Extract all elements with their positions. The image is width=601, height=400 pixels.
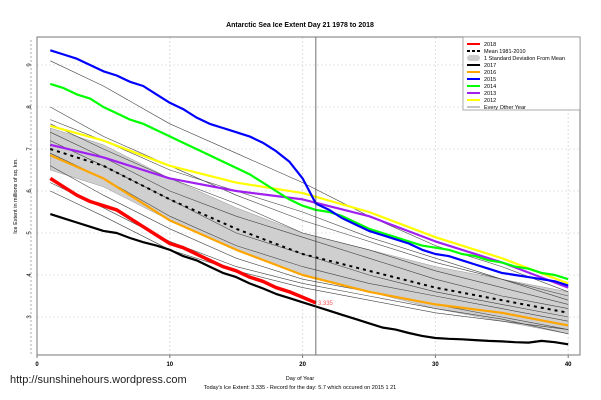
series-lines: 3.335 [49,37,569,355]
series-line-2018 [49,176,317,305]
x-tick-label: 10 [166,362,173,368]
x-axis-label: Day of Year [286,376,315,382]
legend-entry: 2017 [484,63,496,69]
legend-box [462,36,581,111]
legend-entry: 2014 [484,84,496,90]
x-tick-label: 0 [35,362,39,368]
current-value-label: 3.335 [318,301,334,307]
x-tick-label: 20 [299,362,306,368]
y-tick-label: 3 [27,315,33,319]
y-tick-label: 7 [27,147,33,151]
chart-title: Antarctic Sea Ice Extent Day 21 1978 to … [226,22,374,29]
other-year-line [50,131,569,309]
sd-band [50,127,569,335]
other-year-line [50,106,569,297]
legend-entry: 2015 [484,77,496,83]
sd-band-area [50,127,569,335]
series-line-2013 [50,143,569,289]
watermark-url: http://sunshinehours.wordpress.com [10,374,187,386]
legend-entry: 2018 [484,42,496,48]
subtitle: Today's Ice Extent: 3.335 - Record for t… [204,385,396,391]
legend-entry: Mean 1981-2010 [484,49,526,55]
legend-entry: 2013 [484,91,496,97]
legend-entry: 2012 [484,98,496,104]
y-tick-label: 4 [27,273,33,277]
y-axis-label: Ice Extent in millions of sq. km. [13,158,19,234]
x-tick-label: 40 [565,362,572,368]
legend-entry: 2016 [484,70,496,76]
series-line-2015 [49,49,569,287]
other-year-line [50,152,569,322]
other-year-line [50,119,569,301]
y-tick-label: 6 [27,189,33,193]
other-year-line [50,165,569,330]
y-tick-label: 8 [27,105,33,109]
other-year-line [50,182,569,335]
legend-entry: 1 Standard Deviation From Mean [484,56,565,62]
y-tick-label: 9 [27,63,33,67]
series-line-2017 [49,213,569,346]
mean-line [49,148,569,314]
x-tick-label: 30 [432,362,439,368]
series-line-2014 [49,82,569,281]
other-year-line [50,60,569,293]
series-line-2016 [49,154,569,327]
legend-swatch [467,55,480,61]
legend-entry: Every Other Year [484,105,526,111]
plot-frame [36,36,581,356]
y-tick-label: 5 [27,231,33,235]
other-year-line [50,123,569,305]
series-line-2012 [50,124,569,285]
axes: 0 10 20 30 40 3 4 5 6 7 8 9 [27,40,572,368]
other-year-line [50,190,569,330]
